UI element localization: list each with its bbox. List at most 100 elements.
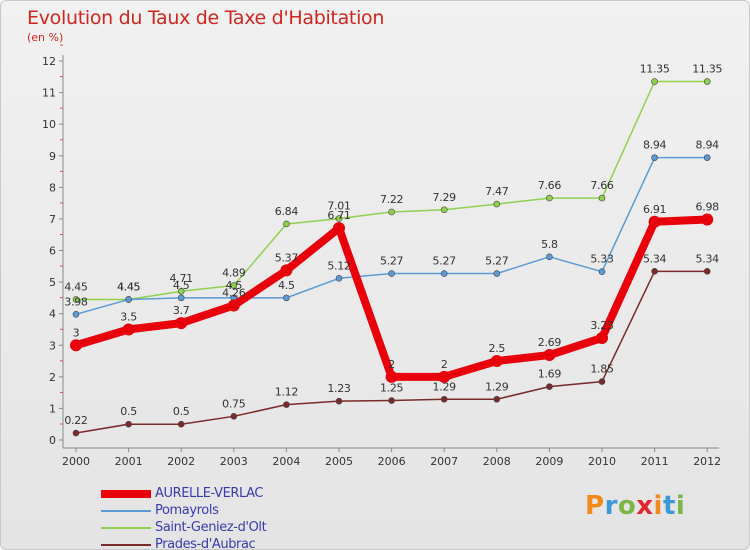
data-point	[335, 397, 343, 405]
logo-letter: i	[675, 491, 686, 521]
legend-item: Prades-d'Aubrac	[101, 536, 266, 549]
logo-letter: P	[585, 491, 605, 521]
legend-swatch	[101, 509, 151, 512]
data-label: 1.69	[538, 368, 562, 381]
data-label: 3.98	[64, 295, 88, 308]
data-label: 0.5	[120, 405, 137, 418]
data-label: 4.71	[170, 272, 193, 285]
data-label: 1.23	[327, 382, 351, 395]
data-label: 4.45	[117, 280, 141, 293]
data-point	[598, 194, 606, 202]
y-tick-label: 6	[49, 245, 56, 258]
data-label: 3.7	[173, 304, 190, 317]
data-label: 1.12	[275, 386, 298, 399]
x-tick-label: 2006	[378, 455, 406, 468]
y-tick-label: 2	[49, 371, 56, 384]
data-point	[175, 317, 188, 330]
y-tick-label: 7	[49, 213, 56, 226]
logo-letter: r	[604, 491, 618, 521]
data-point	[546, 383, 553, 390]
data-point	[70, 339, 82, 352]
x-tick-label: 2004	[272, 455, 300, 468]
data-label: 1.25	[380, 382, 404, 395]
data-point	[598, 378, 606, 385]
data-label: 6.98	[696, 201, 720, 214]
data-label: 4.89	[222, 267, 246, 280]
data-label: 4.26	[222, 286, 246, 299]
x-tick-label: 2003	[220, 455, 248, 468]
data-point	[72, 310, 80, 318]
data-point	[333, 222, 345, 235]
y-tick-label: 12	[42, 55, 56, 68]
data-point	[651, 268, 658, 275]
data-point	[596, 331, 608, 344]
data-point	[72, 296, 80, 303]
data-point	[177, 294, 185, 302]
x-tick-label: 2009	[535, 455, 563, 468]
data-label: 8.94	[696, 139, 720, 152]
data-point	[546, 253, 553, 261]
data-label: 5.34	[696, 252, 720, 265]
data-label: 0.75	[222, 397, 246, 410]
data-point	[177, 287, 185, 295]
data-label: 7.29	[433, 191, 457, 204]
data-point	[125, 296, 132, 303]
y-tick-label: 3	[49, 339, 56, 352]
data-point	[227, 299, 240, 312]
logo-letter: x	[636, 491, 654, 521]
logo-letter: o	[617, 491, 637, 521]
data-point	[651, 154, 658, 161]
data-point	[122, 323, 135, 336]
data-label: 1.85	[590, 363, 614, 376]
data-label: 7.66	[590, 179, 614, 192]
data-label: 0.5	[173, 405, 190, 418]
data-point	[493, 270, 501, 277]
legend-label: AURELLE-VERLAC	[155, 486, 264, 501]
chart-title: Evolution du Taux de Taxe d'Habitation	[27, 7, 385, 29]
data-point	[283, 220, 290, 228]
data-point	[283, 401, 290, 408]
data-point	[72, 429, 80, 437]
x-tick-label: 2008	[483, 455, 511, 468]
data-label: 3	[73, 326, 80, 339]
x-tick-label: 2007	[430, 455, 458, 468]
data-point	[335, 274, 343, 282]
data-label: 1.29	[485, 380, 509, 393]
data-label: 7.47	[485, 185, 509, 198]
data-label: 2	[441, 358, 448, 371]
data-label: 2.69	[538, 336, 562, 349]
data-point	[283, 294, 290, 302]
data-label: 6.91	[643, 203, 666, 216]
legend-swatch	[101, 526, 151, 529]
data-label: 6.84	[275, 205, 299, 218]
x-tick-label: 2010	[588, 455, 616, 468]
legend-swatch	[101, 489, 151, 498]
legend-item: Pomayrols	[101, 502, 266, 519]
data-label: 11.35	[640, 63, 670, 76]
y-tick-label: 0	[49, 434, 56, 447]
series-line-3	[75, 270, 708, 434]
data-label: 0.22	[64, 414, 87, 427]
data-point	[388, 270, 395, 277]
legend-item: Saint-Geniez-d'Olt	[101, 519, 267, 536]
data-label: 4.45	[117, 280, 141, 293]
data-label: 5.27	[380, 255, 404, 268]
data-label: 2.5	[489, 342, 506, 355]
x-tick-label: 2005	[325, 455, 353, 468]
data-label: 5.12	[327, 259, 350, 272]
data-label: 7.22	[380, 193, 403, 206]
x-tick-label: 2012	[693, 455, 721, 468]
data-label: 4.45	[64, 280, 88, 293]
logo-letter: t	[662, 491, 676, 521]
data-point	[703, 78, 711, 85]
legend-label: Pomayrols	[155, 503, 219, 518]
data-point	[703, 268, 711, 275]
data-label: 11.35	[692, 63, 722, 76]
data-point	[440, 270, 448, 277]
x-tick-label: 2011	[641, 455, 669, 468]
data-label: 5.8	[541, 238, 558, 251]
y-tick-label: 8	[49, 181, 56, 194]
data-label: 5.27	[485, 255, 509, 268]
